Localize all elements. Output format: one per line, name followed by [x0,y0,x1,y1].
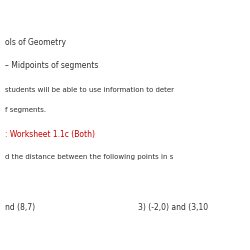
Text: 3) (-2,0) and (3,10: 3) (-2,0) and (3,10 [138,203,208,212]
Text: f segments.: f segments. [5,107,46,113]
Text: ols of Geometry: ols of Geometry [5,38,66,47]
Text: : Worksheet 1.1c (Both): : Worksheet 1.1c (Both) [5,130,95,140]
Text: d the distance between the following points in s: d the distance between the following poi… [5,154,173,160]
Text: students will be able to use information to deter: students will be able to use information… [5,87,174,93]
Text: – Midpoints of segments: – Midpoints of segments [5,60,98,70]
Text: nd (8,7): nd (8,7) [5,203,35,212]
